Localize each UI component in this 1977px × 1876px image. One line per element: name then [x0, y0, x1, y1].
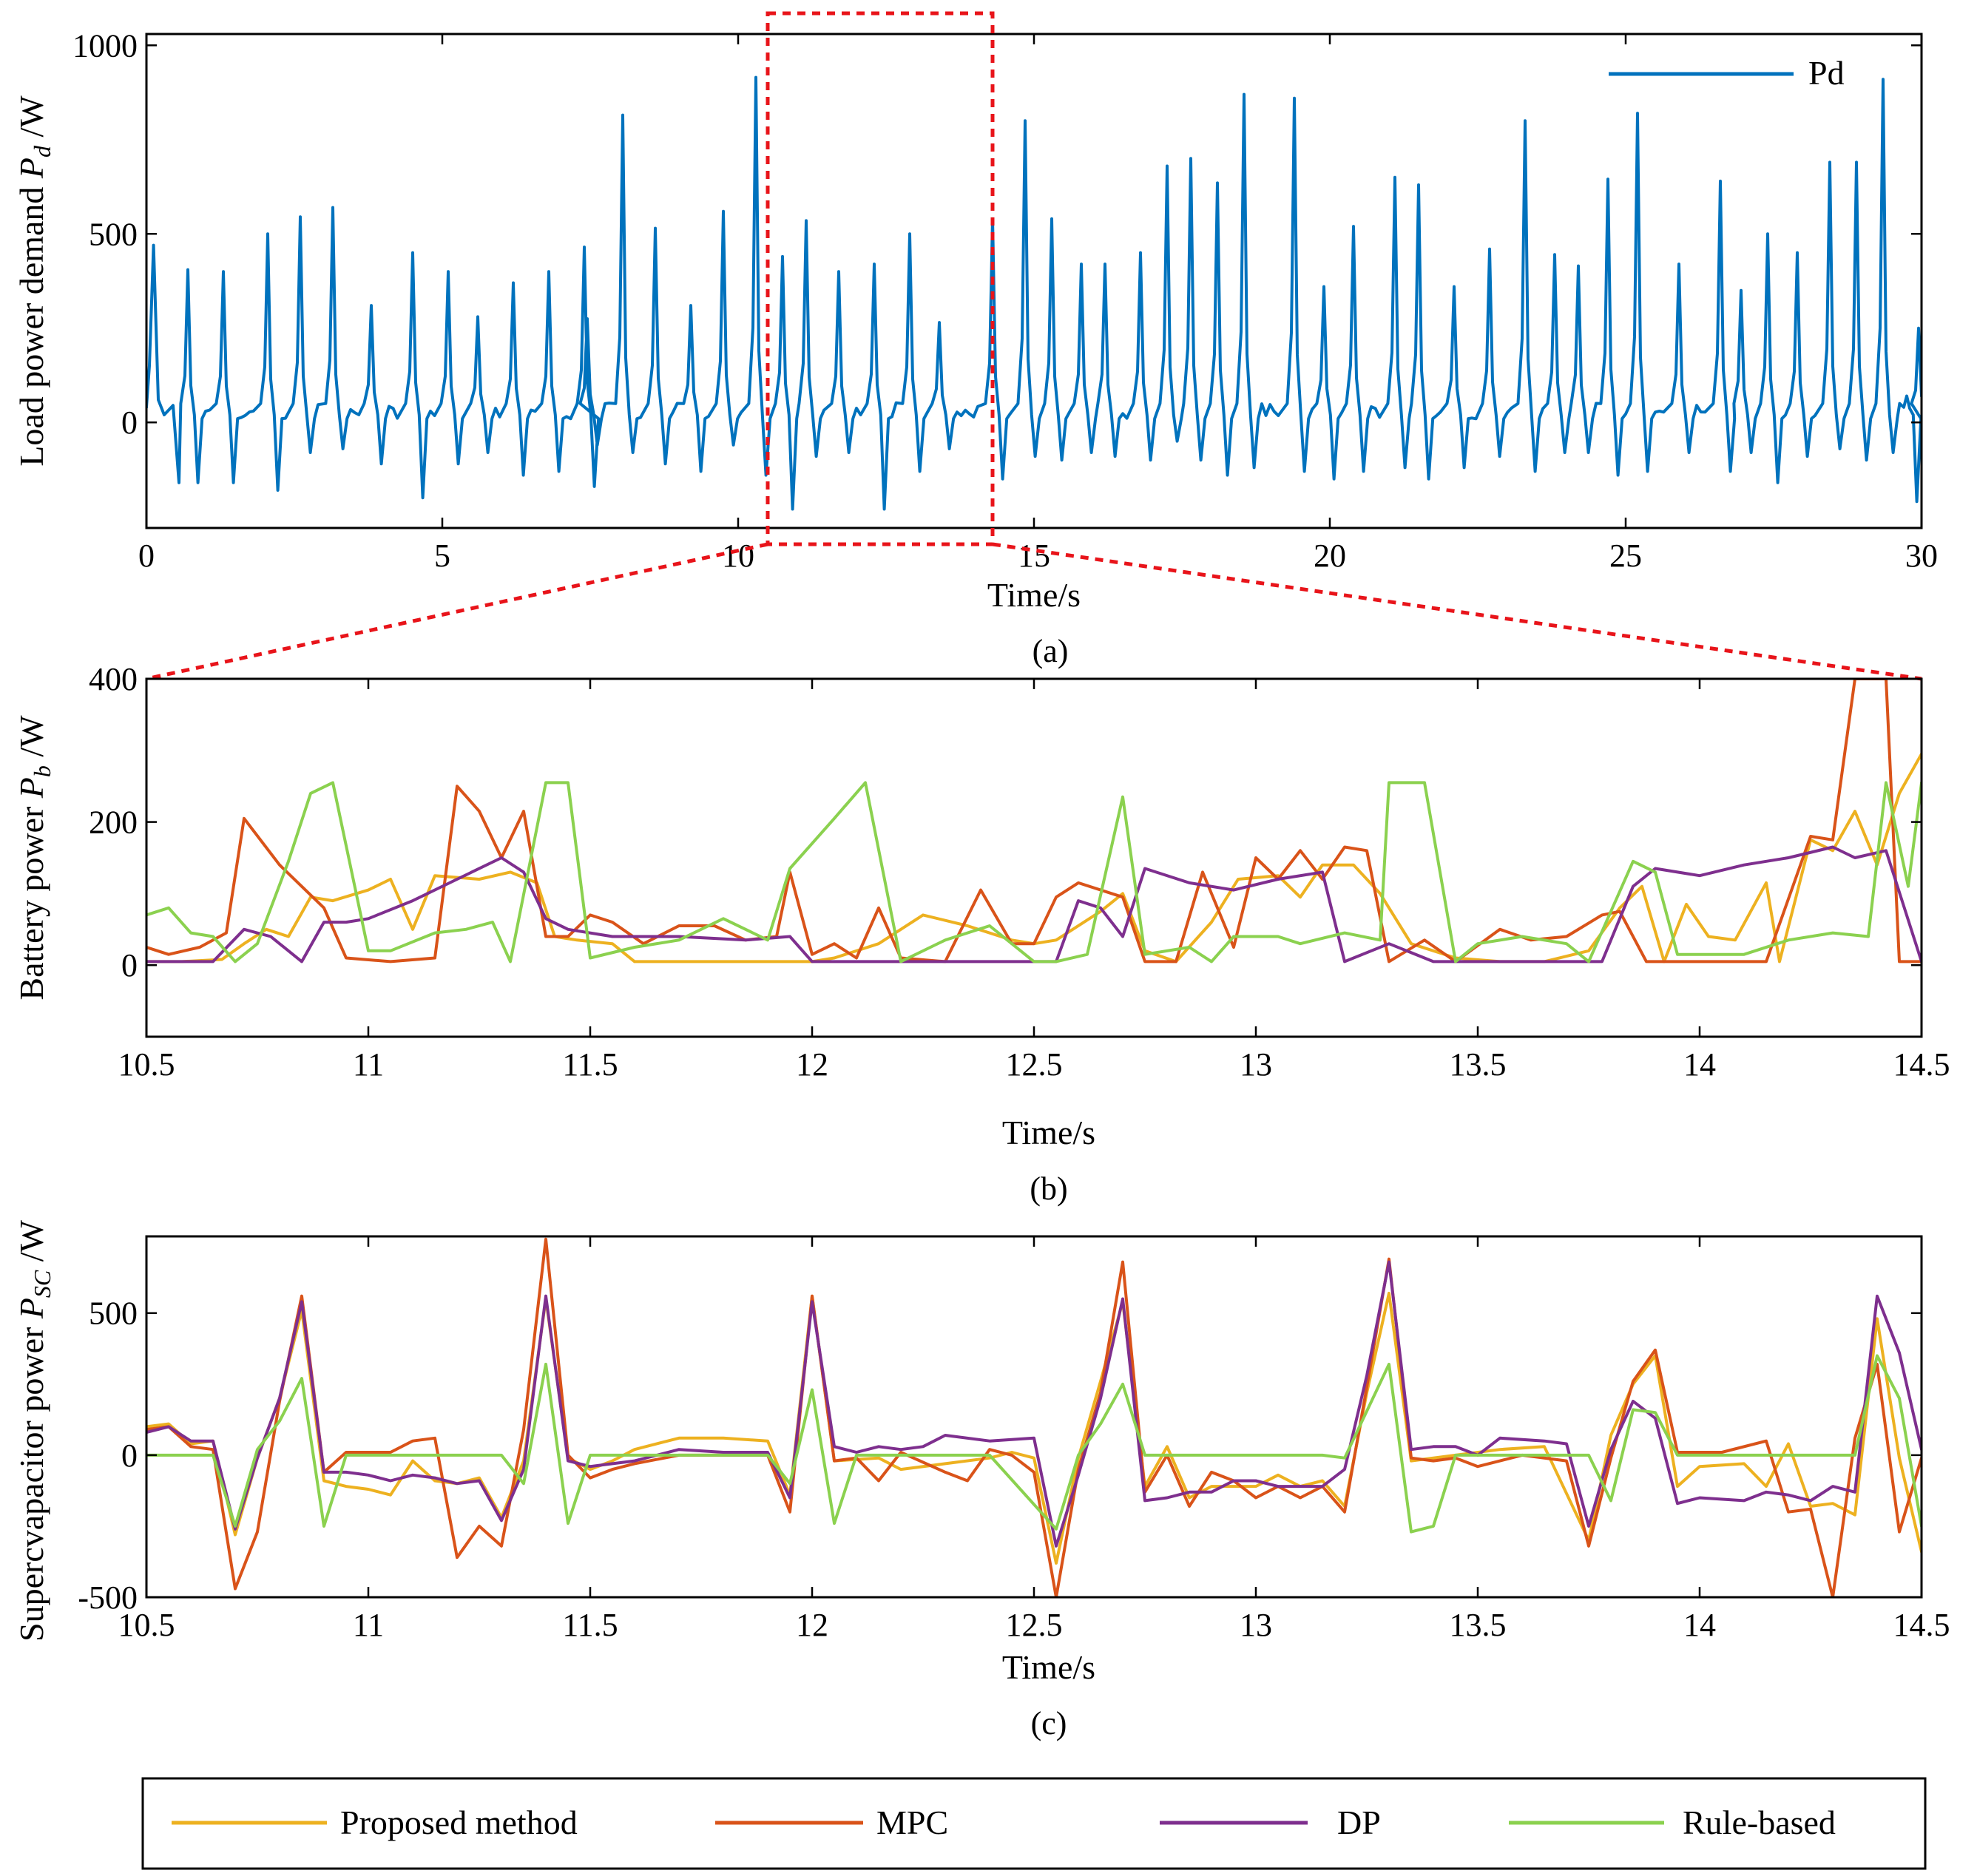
chart-c-ylabel-unit: /W	[13, 1219, 50, 1270]
x-tick-label: 14	[1683, 1046, 1716, 1083]
chart-c-panel-label: (c)	[1031, 1705, 1067, 1741]
legend-dp-label: DP	[1337, 1804, 1381, 1841]
chart-a-ticks: 0 5 10 15 20 25 30 0 500 1000	[72, 27, 1938, 574]
x-tick-label: 14.5	[1893, 1046, 1950, 1083]
zoom-indicator	[146, 11, 1922, 681]
y-tick-label: 0	[121, 947, 138, 983]
x-tick-label: 14.5	[1893, 1607, 1950, 1643]
chart-c-ylabel: Supercvapacitor power PSC /W	[13, 1219, 55, 1642]
x-tick-label: 15	[1018, 538, 1050, 574]
chart-a-ylabel-subscript: d	[29, 145, 55, 158]
x-tick-label: 10.5	[118, 1607, 175, 1643]
chart-b-ylabel-text: Battery power	[13, 798, 50, 1000]
chart-b-xlabel: Time/s	[1002, 1114, 1095, 1151]
x-tick-label: 12.5	[1006, 1046, 1063, 1083]
x-tick-label: 13	[1240, 1607, 1272, 1643]
legend-rule-label: Rule-based	[1683, 1804, 1836, 1841]
y-tick-label: 400	[89, 661, 138, 697]
chart-a-ylabel: Load power demand Pd /W	[13, 95, 55, 467]
chart-c-ylabel-symbol: P	[13, 1298, 50, 1319]
chart-a-ylabel-symbol: P	[13, 158, 50, 179]
y-tick-label: 1000	[72, 27, 138, 64]
x-tick-label: 10	[722, 538, 754, 574]
y-tick-label: 500	[89, 1296, 138, 1332]
series-rule-based	[146, 1354, 1922, 1534]
x-tick-label: 25	[1609, 538, 1642, 574]
zoom-window-box	[766, 11, 995, 546]
y-tick-label: 0	[121, 404, 138, 441]
chart-b-ylabel: Battery power Pb /W	[13, 715, 55, 1000]
x-tick-label: 13	[1240, 1046, 1272, 1083]
x-tick-label: 11.5	[562, 1046, 618, 1083]
chart-a-legend: Pd	[1609, 54, 1845, 92]
chart-c-ylabel-subscript: SC	[29, 1270, 55, 1298]
chart-b: 10.5 11 11.5 12 12.5 13 13.5 14 14.5 0 200 400 Time…	[13, 661, 1950, 1207]
chart-a-ylabel-text: Load power demand	[13, 178, 50, 467]
chart-a-ylabel-unit: /W	[13, 95, 50, 146]
chart-c-ticks: 10.5 11 11.5 12 12.5 13 13.5 14 14.5 -500 0 500	[78, 1236, 1950, 1643]
chart-b-ylabel-symbol: P	[13, 777, 50, 799]
y-tick-label: 500	[89, 216, 138, 252]
chart-c-ylabel-text: Supercvapacitor power	[13, 1318, 50, 1642]
legend-mpc-label: MPC	[876, 1804, 948, 1841]
x-tick-label: 5	[434, 538, 450, 574]
x-tick-label: 12.5	[1006, 1607, 1063, 1643]
y-tick-label: 0	[121, 1438, 138, 1474]
series-dp	[146, 1260, 1922, 1548]
legend-proposed-label: Proposed method	[340, 1804, 578, 1841]
chart-b-series	[146, 679, 1922, 964]
x-tick-label: 11.5	[562, 1607, 618, 1643]
legend-pd-label: Pd	[1808, 54, 1845, 92]
x-tick-label: 14	[1683, 1607, 1716, 1643]
x-tick-label: 11	[353, 1607, 384, 1643]
chart-b-panel-label: (b)	[1030, 1171, 1067, 1207]
zoom-connector-left	[146, 542, 768, 681]
chart-a-xlabel: Time/s	[987, 576, 1081, 614]
chart-c: 10.5 11 11.5 12 12.5 13 13.5 14 14.5 -500 0 500 Tim…	[13, 1219, 1950, 1741]
series-dp	[146, 845, 1922, 964]
chart-c-series	[146, 1237, 1922, 1597]
chart-c-xlabel: Time/s	[1002, 1648, 1095, 1686]
x-tick-label: 20	[1314, 538, 1346, 574]
y-tick-label: 200	[89, 805, 138, 841]
series-mpc	[146, 1237, 1922, 1597]
x-tick-label: 30	[1905, 538, 1938, 574]
x-tick-label: 11	[353, 1046, 384, 1083]
x-tick-label: 13.5	[1450, 1046, 1507, 1083]
chart-a: 0 5 10 15 20 25 30 0 500 1000 Pd Time/s (a) Load …	[13, 27, 1938, 669]
chart-b-ylabel-unit: /W	[13, 715, 50, 765]
x-tick-label: 0	[138, 538, 155, 574]
x-tick-label: 13.5	[1450, 1607, 1507, 1643]
x-tick-label: 12	[796, 1046, 828, 1083]
y-tick-label: -500	[78, 1579, 138, 1616]
series-proposed-method	[146, 1291, 1922, 1565]
series-pd	[146, 75, 1922, 511]
chart-b-ylabel-subscript: b	[29, 765, 55, 777]
series-proposed-method	[146, 752, 1922, 964]
shared-legend: Proposed method MPC DP Rule-based	[141, 1777, 1927, 1870]
chart-a-series	[146, 75, 1922, 511]
x-tick-label: 10.5	[118, 1046, 175, 1083]
chart-b-ticks: 10.5 11 11.5 12 12.5 13 13.5 14 14.5 0 200 400	[89, 661, 1950, 1083]
x-tick-label: 12	[796, 1607, 828, 1643]
series-rule-based	[146, 781, 1922, 964]
chart-a-panel-label: (a)	[1033, 633, 1069, 669]
